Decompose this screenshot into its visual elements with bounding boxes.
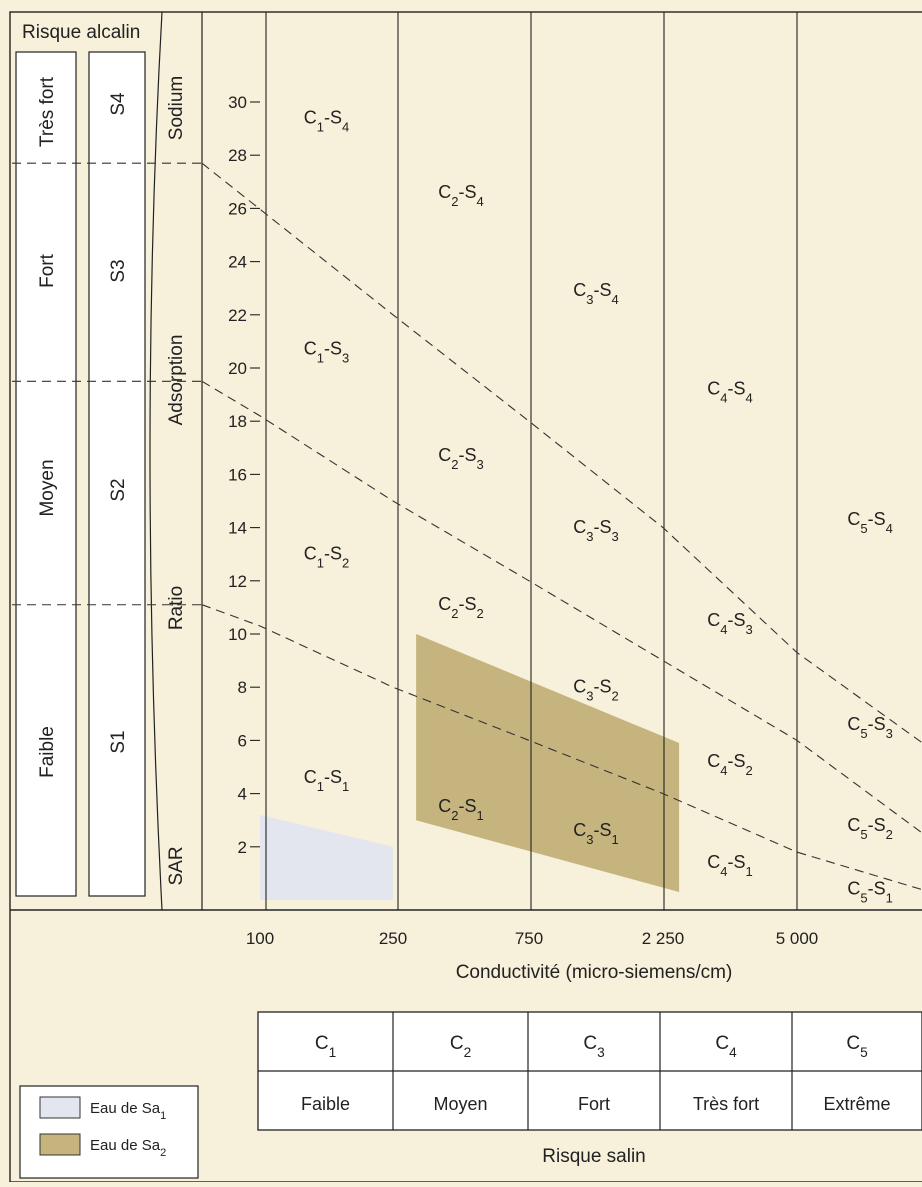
x-tick-label: 5 000 — [776, 929, 819, 948]
y-axis-title-word: SAR — [166, 846, 187, 885]
legend: Eau de Sa1 Eau de Sa2 — [19, 1085, 199, 1179]
boundary-line — [201, 604, 922, 891]
zone-label: C2-S4 — [438, 182, 483, 209]
zone-label: C4-S4 — [707, 379, 752, 406]
table-class-code: C5 — [846, 1033, 868, 1060]
zone-label: C1-S2 — [304, 544, 349, 571]
boundary-line — [201, 380, 922, 834]
y-tick-label: 22 — [228, 306, 247, 325]
table-class-code: C4 — [715, 1033, 737, 1060]
class-boundaries — [12, 162, 922, 891]
y-tick-label: 18 — [228, 412, 247, 431]
alkali-risk-level: Fort — [37, 253, 58, 288]
zone-label: C2-S3 — [438, 445, 483, 472]
y-axis-title-word: Ratio — [166, 586, 187, 630]
y-tick-label: 24 — [228, 253, 247, 272]
sodium-class-box — [88, 51, 146, 897]
y-tick-label: 20 — [228, 359, 247, 378]
table-risk-label: Faible — [301, 1094, 350, 1114]
sodium-class-label: S3 — [108, 259, 129, 282]
x-axis-title: Conductivité (micro-siemens/cm) — [456, 962, 733, 983]
y-tick-label: 8 — [238, 678, 247, 697]
legend-swatch — [39, 1133, 81, 1156]
legend-swatch — [39, 1096, 81, 1119]
column-lines — [265, 12, 798, 910]
table-class-code: C3 — [583, 1033, 604, 1060]
table-caption: Risque salin — [542, 1146, 646, 1167]
zone-label: C4-S2 — [707, 751, 752, 778]
x-tick-label: 2 250 — [642, 929, 685, 948]
sodium-class-label: S4 — [108, 92, 129, 116]
zone-label: C1-S1 — [304, 767, 349, 794]
y-tick-label: 4 — [238, 785, 247, 804]
x-tick-label: 250 — [379, 929, 407, 948]
zone-label: C5-S3 — [847, 714, 892, 741]
table-risk-label: Moyen — [433, 1094, 487, 1114]
table-risk-label: Fort — [578, 1094, 610, 1114]
zone-label: C5-S1 — [847, 879, 892, 906]
panel-divider-curve — [149, 11, 163, 911]
table-risk-label: Très fort — [693, 1094, 759, 1114]
zone-label: C2-S1 — [438, 796, 483, 823]
y-axis-title-word: Adsorption — [166, 335, 187, 426]
zone-label: C4-S3 — [707, 610, 752, 637]
y-axis-title-word: Sodium — [166, 76, 187, 140]
x-ticks: 100 250 750 2 250 5 000 — [246, 929, 818, 948]
zone-label: C4-S1 — [707, 852, 752, 879]
alkali-risk-level: Faible — [37, 726, 58, 778]
legend-label: Eau de Sa2 — [90, 1137, 166, 1159]
zone-label: C3-S2 — [573, 677, 618, 704]
y-tick-label: 30 — [228, 93, 247, 112]
zone-label: C3-S1 — [573, 820, 618, 847]
y-tick-label: 14 — [228, 519, 247, 538]
y-tick-label: 26 — [228, 199, 247, 218]
legend-label: Eau de Sa1 — [90, 1100, 166, 1122]
table-class-code: C1 — [315, 1033, 336, 1060]
table-class-code: C2 — [450, 1033, 471, 1060]
alkali-risk-box — [15, 51, 77, 897]
zone-label: C3-S4 — [573, 280, 618, 307]
alkali-risk-level: Très fort — [37, 76, 58, 147]
y-tick-label: 2 — [238, 838, 247, 857]
y-tick-label: 6 — [238, 731, 247, 750]
zone-label: C5-S4 — [847, 509, 892, 536]
regions-layer — [260, 634, 680, 900]
y-tick-label: 16 — [228, 465, 247, 484]
sodium-class-label: S2 — [108, 478, 129, 501]
boundary-line — [201, 162, 922, 744]
y-tick-label: 10 — [228, 625, 247, 644]
table-risk-label: Extrême — [823, 1094, 890, 1114]
x-tick-label: 750 — [515, 929, 543, 948]
region-sa2 — [416, 634, 680, 893]
x-tick-label: 100 — [246, 929, 274, 948]
alkali-risk-level: Moyen — [37, 459, 58, 516]
sodium-class-label: S1 — [108, 730, 129, 753]
salinity-risk-table: C1 Faible C2 Moyen C3 Fort C4 Très fort C5 Extrêm… — [257, 1011, 922, 1131]
zone-labels: C1-S4 C2-S4 C3-S4 C4-S4 C5-S4 C1-S3 C2-S3 C3-S3… — [304, 107, 893, 905]
zone-label: C5-S2 — [847, 815, 892, 842]
region-sa1 — [260, 814, 393, 900]
zone-label: C1-S4 — [304, 107, 349, 134]
chart-frame — [9, 11, 922, 1183]
zone-label: C1-S3 — [304, 339, 349, 366]
zone-label: C3-S3 — [573, 517, 618, 544]
y-tick-label: 28 — [228, 146, 247, 165]
zone-label: C2-S2 — [438, 594, 483, 621]
left-header: Risque alcalin — [22, 22, 140, 43]
y-tick-label: 12 — [228, 572, 247, 591]
